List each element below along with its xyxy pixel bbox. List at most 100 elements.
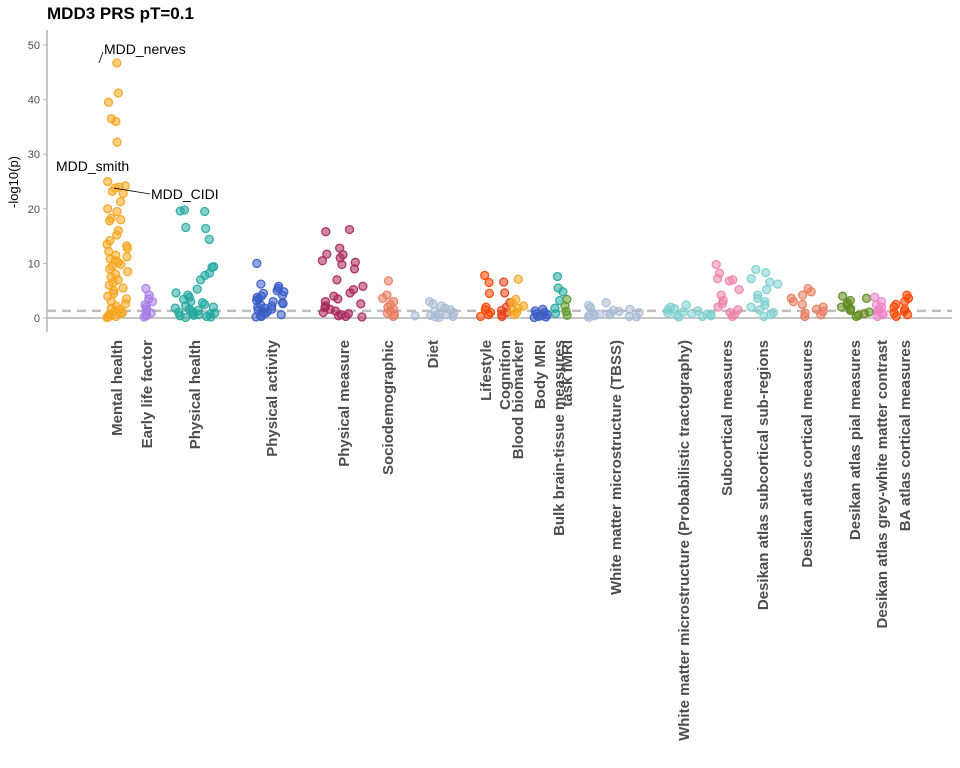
category-points (139, 283, 158, 322)
annotation-label: MDD_nerves (104, 41, 186, 57)
y-tick-label: 40 (28, 95, 40, 107)
data-point (806, 287, 816, 297)
data-point (687, 308, 697, 319)
category-points (317, 224, 368, 322)
category-points (507, 274, 529, 320)
data-point (484, 277, 494, 288)
data-point (112, 58, 122, 68)
data-point (550, 308, 561, 319)
data-point (278, 299, 288, 309)
data-point (614, 306, 624, 317)
category-points (560, 294, 572, 320)
data-point (357, 312, 367, 322)
data-point (751, 264, 761, 275)
data-point (746, 274, 756, 284)
data-point (112, 206, 122, 217)
data-point (118, 283, 128, 293)
data-point (410, 311, 420, 321)
category-label: Diet (425, 340, 442, 368)
data-point (891, 311, 901, 322)
category-points (410, 296, 459, 323)
category-labels: Mental health Early life factor Physical h… (109, 339, 914, 741)
data-point (727, 311, 738, 322)
data-point (529, 312, 539, 323)
data-point (112, 137, 122, 147)
data-point (277, 290, 288, 300)
category-points (836, 291, 874, 322)
data-point (118, 188, 128, 199)
data-point (383, 276, 394, 286)
data-point (107, 186, 117, 196)
data-point (797, 299, 808, 310)
data-point (480, 270, 490, 281)
data-point (116, 215, 126, 225)
data-point (345, 288, 355, 298)
annotation-leader (98, 51, 104, 64)
data-point (836, 302, 847, 312)
data-point (900, 296, 910, 307)
data-point (344, 224, 355, 235)
data-point (761, 268, 771, 278)
data-point (341, 311, 351, 322)
data-point (104, 216, 115, 226)
data-point (388, 311, 399, 322)
category-label: Cognition (497, 340, 514, 410)
category-label: White matter microstructure (Probabilist… (676, 340, 693, 741)
annotations: MDD_nerves MDD_smith MDD_CIDI (56, 41, 219, 202)
category-points (102, 58, 133, 323)
category-label: Body MRI (532, 340, 549, 409)
data-point (601, 298, 611, 308)
data-point (122, 243, 132, 253)
data-point (171, 288, 181, 298)
data-point (103, 176, 113, 187)
data-point (317, 256, 328, 266)
category-label: task fMRI (559, 340, 576, 407)
data-point (256, 279, 266, 289)
data-point (761, 284, 772, 295)
category-label: BA atlas cortical measures (897, 340, 914, 531)
category-label: Desikan atlas subcortical sub-regions (755, 340, 772, 610)
data-point (206, 312, 216, 322)
data-point (434, 312, 445, 323)
data-point (204, 234, 214, 245)
category-label: Early life factor (139, 340, 156, 449)
data-point (428, 299, 438, 309)
data-point (103, 204, 113, 214)
category-label: Desikan atlas cortical measures (799, 340, 816, 568)
category-label: Physical activity (264, 339, 281, 456)
data-point (541, 312, 551, 322)
data-point (378, 293, 388, 303)
category-points (711, 259, 744, 322)
data-point (754, 305, 765, 315)
data-point (321, 227, 331, 237)
y-tick-label: 20 (28, 204, 40, 216)
data-point (475, 311, 486, 322)
annotation-leader (113, 187, 151, 195)
data-point (484, 310, 494, 320)
data-point (175, 206, 185, 216)
category-points (889, 290, 914, 322)
y-tick-label: 10 (28, 258, 40, 270)
data-point (845, 305, 856, 316)
data-point (448, 311, 458, 322)
data-point (711, 259, 721, 270)
y-axis-label: -log10(p) (6, 156, 21, 208)
category-label: Desikan atlas grey-white matter contrast (874, 340, 891, 628)
data-point (120, 299, 131, 309)
annotation-label: MDD_smith (56, 158, 129, 174)
category-label: White matter microstructure (TBSS) (608, 340, 625, 595)
data-point (201, 223, 211, 234)
data-point (765, 277, 775, 287)
category-points (475, 270, 496, 322)
data-point (195, 275, 206, 285)
data-point (181, 222, 191, 233)
data-point (199, 299, 210, 310)
data-point (180, 312, 191, 323)
data-point (663, 308, 673, 318)
data-point (332, 275, 342, 285)
data-point (773, 279, 783, 289)
y-tick-label: 30 (28, 149, 40, 161)
category-points (583, 298, 644, 323)
data-point (122, 252, 132, 262)
